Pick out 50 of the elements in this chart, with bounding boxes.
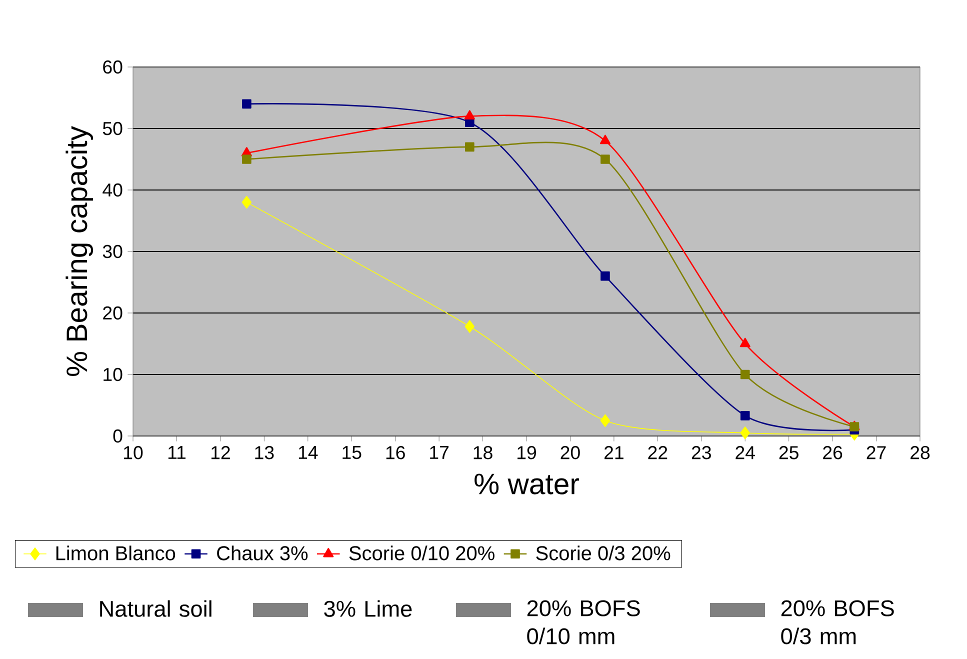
y-tick-label: 60 bbox=[103, 60, 122, 74]
x-tick-label: 11 bbox=[168, 446, 186, 459]
point bbox=[600, 271, 610, 281]
text: 20% BOFS 0/10 mm bbox=[527, 600, 640, 644]
x-tick-label: 28 bbox=[910, 446, 930, 460]
x-tick-label: 19 bbox=[518, 446, 536, 460]
point bbox=[600, 154, 610, 164]
legend-label: Scorie 0/10 20% bbox=[349, 546, 494, 560]
x-tick-label: 16 bbox=[386, 446, 405, 460]
x-tick-label: 10 bbox=[124, 446, 143, 460]
y-axis-title: % Bearing capacity bbox=[66, 126, 94, 376]
point bbox=[740, 426, 750, 440]
legend-label: Chaux 3% bbox=[217, 546, 308, 560]
y-tick-label: 50 bbox=[102, 122, 122, 136]
text: 3% Lime bbox=[324, 600, 412, 617]
x-tick-label: 24 bbox=[736, 446, 755, 460]
point bbox=[242, 154, 252, 164]
text: Natural soil bbox=[100, 600, 212, 617]
x-tick-label: 17 bbox=[430, 446, 449, 459]
x-tick-label: 25 bbox=[779, 446, 798, 460]
y-tick-label: 0 bbox=[113, 429, 122, 443]
point bbox=[740, 370, 750, 380]
y-tick-label: 20 bbox=[103, 306, 122, 320]
point bbox=[740, 411, 750, 420]
x-tick-label: 15 bbox=[342, 446, 362, 460]
x-tick-label: 21 bbox=[604, 446, 624, 460]
x-tick-label: 26 bbox=[823, 446, 842, 460]
legend-label: Limon Blanco bbox=[56, 546, 176, 560]
point bbox=[242, 196, 252, 209]
x-axis-title: % water bbox=[474, 474, 579, 494]
point bbox=[464, 142, 474, 152]
point bbox=[600, 134, 610, 144]
y-tick-label: 10 bbox=[104, 368, 122, 382]
point bbox=[242, 99, 252, 109]
y-tick-label: 30 bbox=[102, 244, 122, 258]
x-tick-label: 14 bbox=[298, 446, 318, 459]
x-tick-label: 22 bbox=[648, 446, 668, 460]
point bbox=[600, 414, 610, 428]
point bbox=[464, 320, 475, 333]
text: 20% BOFS 0/3 mm bbox=[781, 600, 894, 644]
y-tick-label: 40 bbox=[102, 183, 122, 197]
point bbox=[464, 110, 475, 120]
x-tick-label: 27 bbox=[866, 446, 886, 460]
x-tick-label: 12 bbox=[211, 446, 230, 460]
point bbox=[740, 338, 750, 348]
x-tick-label: 20 bbox=[560, 446, 580, 460]
x-tick-label: 23 bbox=[692, 446, 711, 460]
legend-label: Scorie 0/3 20% bbox=[536, 546, 670, 560]
x-tick-label: 13 bbox=[255, 446, 274, 460]
x-tick-label: 18 bbox=[474, 446, 492, 460]
